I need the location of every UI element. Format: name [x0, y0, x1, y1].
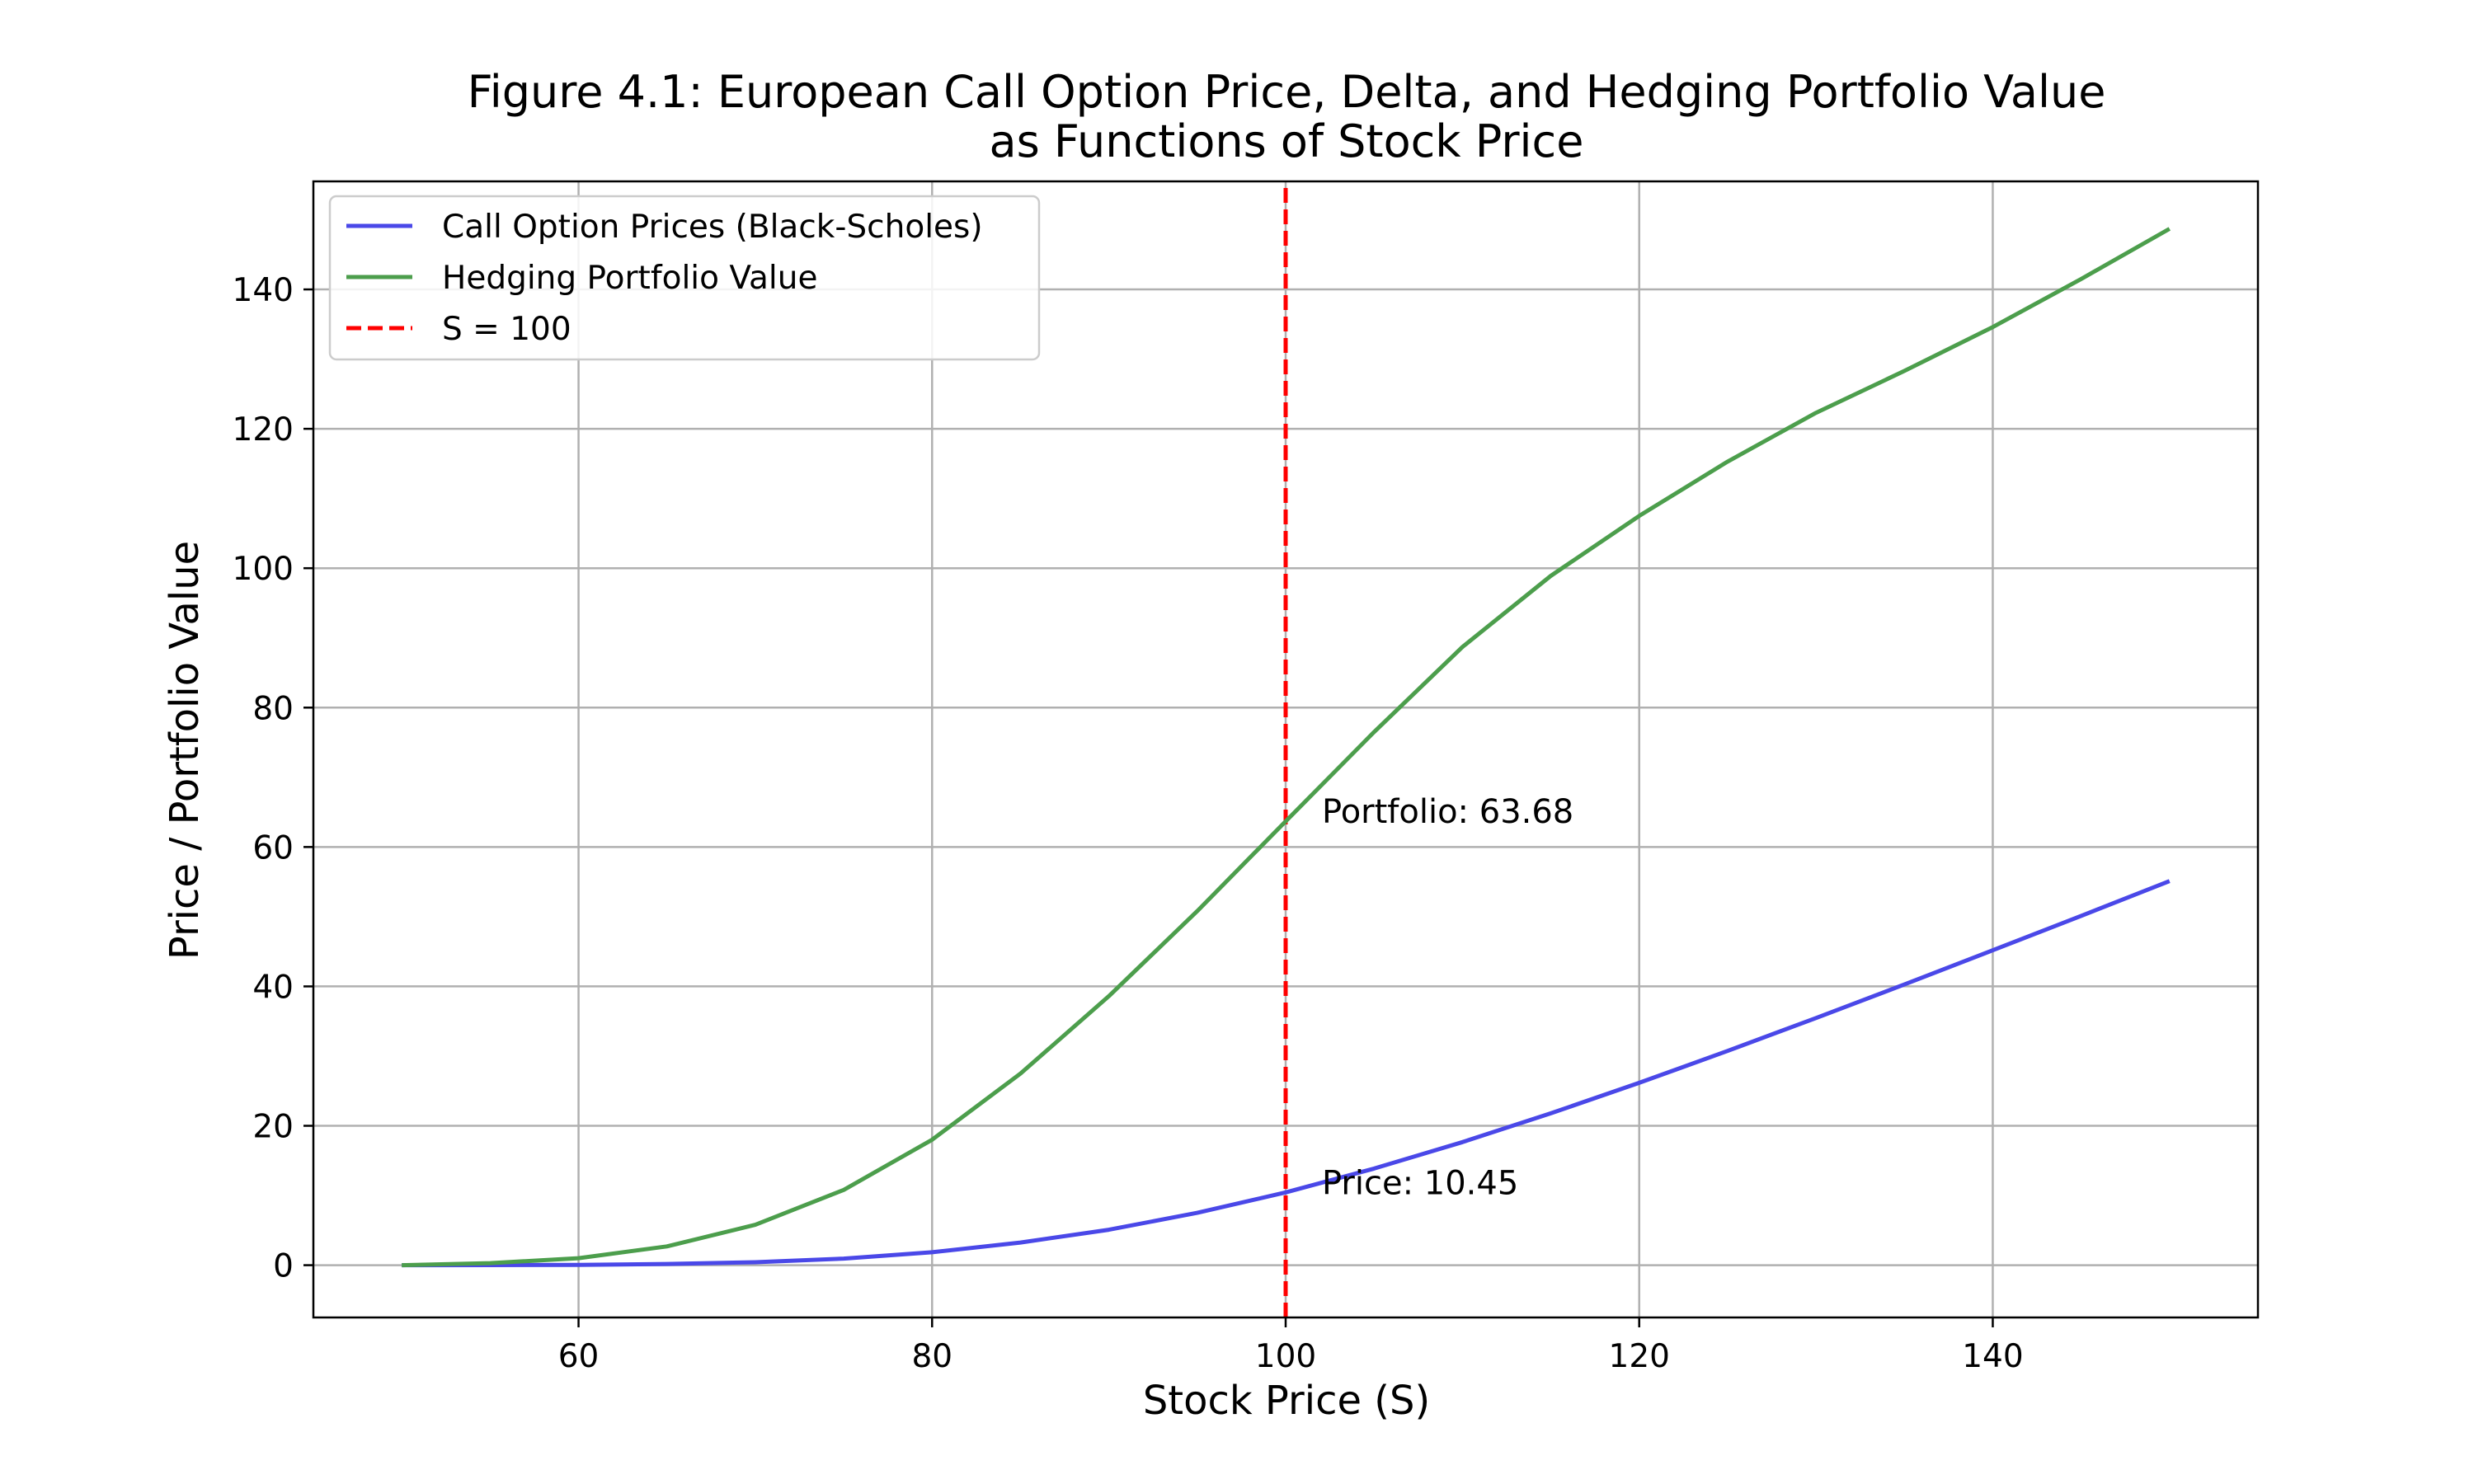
- y-axis-label: Price / Portfolio Value: [162, 541, 208, 960]
- legend-entry: Call Option Prices (Black-Scholes): [442, 209, 983, 246]
- legend-box: [328, 195, 1041, 361]
- x-tick-label: 60: [558, 1338, 600, 1375]
- x-tick-label: 120: [1609, 1338, 1670, 1375]
- price-annotation: Price: 10.45: [1322, 1164, 1518, 1202]
- y-tick-label: 100: [233, 551, 294, 588]
- y-tick-label: 60: [252, 829, 294, 866]
- legend: Call Option Prices (Black-Scholes) Hedgin…: [328, 195, 1041, 361]
- x-tick-label: 140: [1962, 1338, 2023, 1375]
- legend-entry: Hedging Portfolio Value: [442, 260, 817, 297]
- annotation-layer: Portfolio: 63.68 Price: 10.45: [1322, 793, 1573, 1202]
- y-tick-label: 120: [233, 411, 294, 448]
- x-axis-ticks: 60 80 100 120 140: [558, 1317, 2024, 1375]
- hedging-portfolio-line: [402, 227, 2171, 1268]
- chart-subtitle: as Functions of Stock Price: [990, 115, 1584, 167]
- x-tick-label: 100: [1255, 1338, 1316, 1375]
- y-tick-label: 40: [252, 969, 294, 1006]
- x-tick-label: 80: [911, 1338, 952, 1375]
- legend-entry: S = 100: [442, 311, 571, 348]
- call-option-price-line: [402, 879, 2171, 1268]
- y-tick-label: 0: [273, 1248, 294, 1285]
- y-axis-ticks: 0 20 40 60 80 100 120 140: [233, 272, 313, 1285]
- portfolio-annotation: Portfolio: 63.68: [1322, 793, 1573, 831]
- x-axis-label: Stock Price (S): [1143, 1378, 1430, 1424]
- series-layer: [402, 181, 2171, 1317]
- y-tick-label: 20: [252, 1109, 294, 1146]
- y-tick-label: 80: [252, 690, 294, 727]
- chart-title: Figure 4.1: European Call Option Price, …: [468, 66, 2106, 118]
- y-tick-label: 140: [233, 272, 294, 309]
